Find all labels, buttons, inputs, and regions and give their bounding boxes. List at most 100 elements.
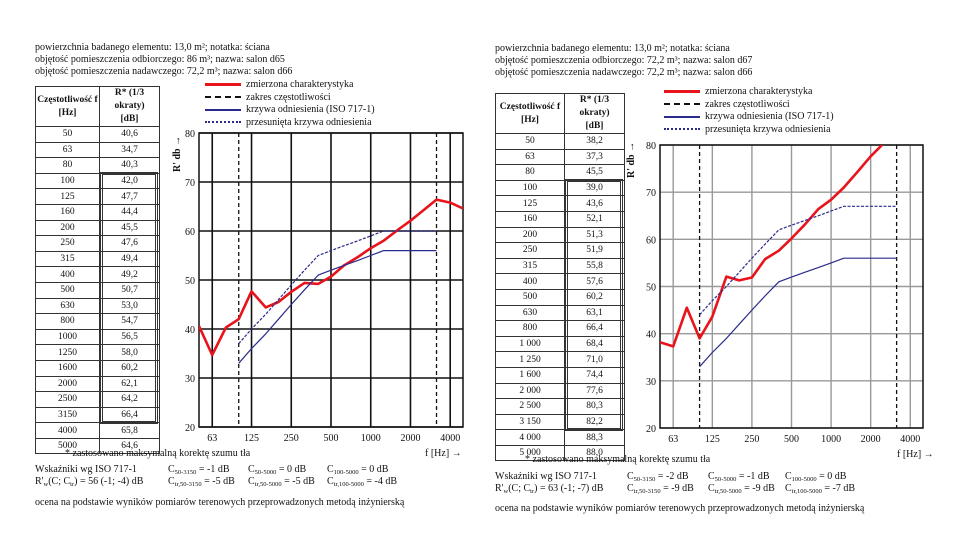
- reference-curve-line: [238, 250, 437, 364]
- c-subscript: 50-5000: [714, 476, 737, 483]
- frequency-table: Częstotliwość f [Hz] R* (1/3 okraty) [dB] 50…: [35, 86, 160, 455]
- frequency-cell: 3 150: [495, 413, 565, 431]
- table-row: 800 66,4: [495, 320, 625, 337]
- frequency-cell: 1 000: [495, 335, 565, 353]
- y-tick-label: 60: [185, 227, 195, 238]
- c-symbol: C: [248, 464, 255, 475]
- y-tick-label: 20: [185, 423, 195, 434]
- table-row: 160 52,1: [495, 210, 625, 228]
- header-line: objętość pomieszczenia nadawczego: 72,2 …: [495, 67, 753, 78]
- indices-title: Wskaźniki wg ISO 717-1: [35, 464, 137, 475]
- table-row: 630 53,0: [35, 297, 160, 315]
- frequency-cell: 125: [495, 195, 565, 212]
- y-tick-label: 20: [646, 424, 656, 435]
- c-value: = -9 dB: [660, 483, 694, 494]
- r-value-cell: 38,2: [564, 133, 625, 150]
- noise-correction-note: * zastosowano maksymalną korektę szumu t…: [65, 448, 251, 459]
- table-row: 630 63,1: [495, 304, 625, 322]
- assessment-basis: ocena na podstawie wyników pomiarów tere…: [495, 503, 865, 514]
- r-value-cell: 64,2: [99, 391, 160, 408]
- frequency-table: Częstotliwość f [Hz] R* (1/3 okraty) [dB] 50…: [495, 93, 625, 462]
- x-tick-label: 2000: [861, 434, 881, 445]
- spectrum-adaptation-term: Ctr,50-3150 = -9 dB: [627, 483, 694, 495]
- r-value-cell: 55,8: [564, 257, 625, 275]
- legend-item-measured-curve: zmierzona charakterystyka: [664, 85, 834, 98]
- spectrum-adaptation-term: C50-5000 = 0 dB: [248, 464, 306, 476]
- rw-value: ) = 63 (-1; -7) dB: [534, 483, 604, 494]
- rw-subscript: w: [503, 488, 509, 495]
- frequency-cell: 50: [35, 126, 100, 143]
- frequency-cell: 5 000: [495, 444, 565, 462]
- legend-line-swatch: [664, 128, 700, 131]
- table-row: 2 000 77,6: [495, 382, 625, 400]
- table-row: 400 57,6: [495, 273, 625, 290]
- legend-label: zakres częstotliwości: [246, 91, 331, 103]
- r-value-cell: 74,4: [564, 366, 625, 384]
- r-value-cell: 88,3: [564, 429, 625, 446]
- table-row: 3 150 82,2: [495, 413, 625, 431]
- assessment-basis: ocena na podstawie wyników pomiarów tere…: [35, 497, 405, 508]
- r-value-cell: 53,0: [99, 297, 160, 315]
- spectrum-adaptation-term: Ctr,100-5000 = -7 dB: [785, 483, 855, 495]
- spectrum-adaptation-term: C50-5000 = -1 dB: [708, 471, 769, 483]
- spectrum-adaptation-term: Ctr,50-3150 = -5 dB: [168, 476, 235, 488]
- measurement-header: powierzchnia badanego elementu: 13,0 m²;…: [35, 42, 292, 78]
- spectrum-adaptation-term: C100-5000 = 0 dB: [327, 464, 388, 476]
- frequency-cell: 1 250: [495, 351, 565, 368]
- c-value: = -1 dB: [736, 471, 770, 482]
- r-value-cell: 64,6: [99, 437, 160, 455]
- r-value-cell: 40,6: [99, 126, 160, 143]
- legend-label: zmierzona charakterystyka: [705, 85, 813, 97]
- c-value: = -5 dB: [201, 476, 235, 487]
- spectrum-adaptation-term: C50-3150 = -2 dB: [627, 471, 688, 483]
- legend-line-swatch: [205, 121, 241, 124]
- table-row: 1250 58,0: [35, 344, 160, 361]
- header-unit: [dB]: [120, 114, 139, 124]
- y-tick-label: 50: [185, 276, 195, 287]
- x-tick-label: 250: [284, 433, 299, 444]
- legend-label: przesunięta krzywa odniesienia: [246, 116, 372, 128]
- x-tick-label: 500: [784, 434, 799, 445]
- r-value-cell: 82,2: [564, 413, 625, 431]
- spectrum-adaptation-term: Ctr,100-5000 = -4 dB: [327, 476, 397, 488]
- table-row: 500 50,7: [35, 281, 160, 299]
- r-value-cell: 49,2: [99, 266, 160, 283]
- y-tick-label: 70: [185, 178, 195, 189]
- c-symbol: C: [168, 464, 175, 475]
- y-tick-label: 30: [646, 377, 656, 388]
- table-row: 1 000 68,4: [495, 335, 625, 353]
- table-row: 5000 64,6: [35, 437, 160, 455]
- legend-item-shifted-reference-curve: przesunięta krzywa odniesienia: [205, 116, 375, 129]
- frequency-cell: 50: [495, 133, 565, 150]
- measured-curve-line: [660, 145, 884, 348]
- x-axis-label: f [Hz] →: [425, 448, 462, 459]
- table-row: 63 34,7: [35, 141, 160, 159]
- spectrum-adaptation-term: Ctr,50-5000 = -5 dB: [248, 476, 315, 488]
- table-row: 1 600 74,4: [495, 366, 625, 384]
- c-subscript: tr,100-5000: [333, 481, 364, 488]
- c-symbol: C: [627, 471, 634, 482]
- table-row: 4 000 88,3: [495, 429, 625, 446]
- frequency-cell: 500: [35, 281, 100, 299]
- r-value-cell: 66,4: [99, 406, 160, 424]
- table-row: 2000 62,1: [35, 375, 160, 393]
- rw-text: (C; C: [508, 483, 531, 494]
- table-row: 200 45,5: [35, 219, 160, 237]
- r-value-cell: 42,0: [99, 172, 160, 190]
- c-symbol: C: [327, 476, 334, 487]
- r-value-cell: 66,4: [564, 320, 625, 337]
- legend-line-swatch: [664, 103, 700, 106]
- header-label: Częstotliwość f: [37, 94, 98, 105]
- rw-subscript: tr: [70, 481, 75, 488]
- c-value: = -2 dB: [655, 471, 689, 482]
- transmission-loss-chart: 20 30 40 50 60 70 80 63 125 250 500 1000 2000 4000: [185, 129, 464, 444]
- table-row: 125 47,7: [35, 188, 160, 205]
- c-value: = -9 dB: [741, 483, 775, 494]
- r-value-cell: 45,5: [564, 164, 625, 181]
- frequency-cell: 2 500: [495, 398, 565, 415]
- shifted-reference-curve-line: [699, 205, 897, 316]
- table-row: 4000 65,8: [35, 422, 160, 439]
- c-symbol: C: [785, 483, 792, 494]
- noise-correction-note: * zastosowano maksymalną korektę szumu t…: [525, 454, 711, 465]
